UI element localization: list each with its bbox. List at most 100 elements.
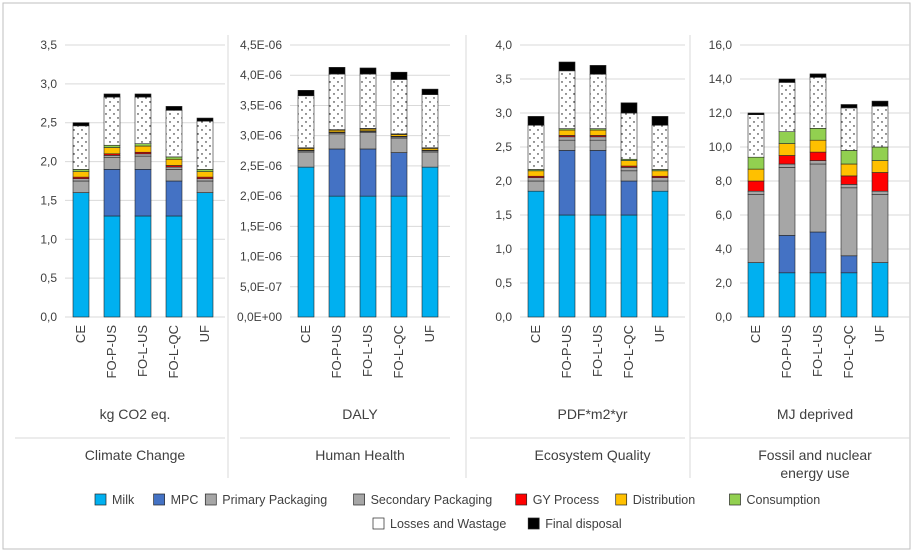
bar-segment-final-disposal bbox=[558, 61, 576, 72]
bar-segment-consumption bbox=[840, 150, 858, 165]
category-label: Fossil and nuclear energy use bbox=[758, 447, 872, 481]
legend-label: Consumption bbox=[747, 493, 821, 507]
y-tick-label: 1,0 bbox=[40, 232, 57, 246]
legend-swatch bbox=[515, 493, 528, 506]
bar-segment-losses-and-wastage bbox=[328, 73, 346, 130]
legend-swatch bbox=[353, 493, 365, 506]
bar-segment-losses-and-wastage bbox=[297, 95, 315, 149]
y-tick-label: 4,0E-06 bbox=[240, 68, 282, 82]
bar-segment-milk bbox=[390, 195, 408, 318]
legend-item: Milk bbox=[94, 493, 135, 507]
bar-segment-consumption bbox=[134, 143, 152, 147]
bar-segment-consumption bbox=[72, 169, 90, 172]
legend-swatch bbox=[153, 493, 165, 506]
x-tick-label: FO-L-QC bbox=[391, 325, 406, 378]
bar-segment-final-disposal bbox=[778, 78, 796, 83]
bar-CE bbox=[527, 116, 545, 318]
bar-segment-distribution bbox=[840, 163, 858, 177]
bar-segment-primary-packaging bbox=[871, 194, 889, 263]
bar-segment-mpc bbox=[390, 152, 408, 197]
bar-segment-final-disposal bbox=[165, 106, 183, 111]
bar-segment-distribution bbox=[72, 171, 90, 178]
bar-segment-gy-process bbox=[747, 180, 765, 192]
bar-segment-distribution bbox=[778, 143, 796, 156]
bar-FO-P-US bbox=[778, 78, 796, 318]
bar-segment-final-disposal bbox=[651, 116, 669, 126]
x-tick-label: UF bbox=[872, 325, 887, 342]
bar-segment-consumption bbox=[809, 128, 827, 141]
bar-segment-losses-and-wastage bbox=[620, 112, 638, 160]
bar-segment-secondary-packaging bbox=[840, 184, 858, 189]
bar-segment-losses-and-wastage bbox=[134, 96, 152, 144]
bar-segment-final-disposal bbox=[747, 112, 765, 115]
y-tick-label: 2,5 bbox=[40, 116, 57, 130]
x-tick-label: CE bbox=[298, 325, 313, 343]
bar-segment-losses-and-wastage bbox=[778, 82, 796, 133]
bar-segment-distribution bbox=[651, 170, 669, 177]
y-tick-label: 3,0E-06 bbox=[240, 129, 282, 143]
bar-segment-losses-and-wastage bbox=[747, 114, 765, 158]
bar-segment-mpc bbox=[589, 150, 607, 216]
y-tick-label: 2,5E-06 bbox=[240, 159, 282, 173]
bar-segment-secondary-packaging bbox=[134, 153, 152, 157]
bar-FO-L-US bbox=[359, 67, 377, 318]
y-tick-label: 8,0 bbox=[715, 174, 732, 188]
bar-segment-secondary-packaging bbox=[589, 136, 607, 141]
y-tick-label: 14,0 bbox=[709, 72, 733, 86]
bar-segment-distribution bbox=[809, 139, 827, 153]
bar-segment-milk bbox=[297, 166, 315, 318]
bar-segment-final-disposal bbox=[359, 67, 377, 75]
y-tick-label: 2,5 bbox=[495, 140, 512, 154]
bar-segment-primary-packaging bbox=[72, 180, 90, 193]
bar-segment-final-disposal bbox=[809, 73, 827, 78]
y-tick-label: 4,5E-06 bbox=[240, 38, 282, 52]
bar-segment-final-disposal bbox=[421, 88, 439, 95]
bar-UF bbox=[196, 117, 214, 318]
chart-panel-1: 0,0 0,5 1,0 1,5 2,0 2,5 3,0 3,5 CE FO-P-US FO-L-US… bbox=[15, 35, 229, 478]
bar-segment-primary-packaging bbox=[620, 170, 638, 182]
legend-label: Final disposal bbox=[545, 517, 621, 531]
x-tick-label: FO-L-US bbox=[590, 325, 605, 377]
bar-segment-consumption bbox=[103, 144, 121, 148]
legend-item: Secondary Packaging bbox=[353, 493, 492, 507]
y-tick-label: 4,0 bbox=[495, 38, 512, 52]
legend-item: Primary Packaging bbox=[204, 493, 327, 507]
bar-segment-gy-process bbox=[840, 175, 858, 185]
bar-segment-final-disposal bbox=[103, 93, 121, 98]
bar-segment-losses-and-wastage bbox=[809, 77, 827, 129]
category-label: Climate Change bbox=[85, 447, 186, 463]
bar-segment-final-disposal bbox=[390, 71, 408, 80]
legend-item: Consumption bbox=[729, 493, 821, 507]
bar-segment-distribution bbox=[620, 160, 638, 167]
bar-segment-final-disposal bbox=[871, 100, 889, 107]
bar-segment-milk bbox=[558, 214, 576, 318]
bar-segment-primary-packaging bbox=[103, 157, 121, 170]
bar-segment-milk bbox=[103, 215, 121, 318]
y-tick-label: 1,0 bbox=[495, 242, 512, 256]
bar-FO-L-QC bbox=[840, 104, 858, 318]
bar-segment-mpc bbox=[328, 148, 346, 197]
bar-segment-primary-packaging bbox=[297, 151, 315, 168]
bar-segment-secondary-packaging bbox=[747, 190, 765, 195]
bar-segment-milk bbox=[651, 190, 669, 318]
x-tick-label: CE bbox=[748, 325, 763, 343]
bar-segment-gy-process bbox=[778, 155, 796, 165]
bar-segment-milk bbox=[620, 214, 638, 318]
y-tick-label: 0,0 bbox=[715, 310, 732, 324]
bar-segment-primary-packaging bbox=[558, 139, 576, 151]
bar-segment-primary-packaging bbox=[359, 132, 377, 150]
y-tick-label: 3,5 bbox=[495, 72, 512, 86]
unit-label: MJ deprived bbox=[777, 406, 853, 422]
y-tick-label: 0,0 bbox=[40, 310, 57, 324]
bar-CE bbox=[297, 90, 315, 318]
bar-segment-losses-and-wastage bbox=[72, 125, 90, 170]
y-tick-label: 1,5 bbox=[40, 193, 57, 207]
y-tick-label: 1,0E-06 bbox=[240, 250, 282, 264]
bar-segment-primary-packaging bbox=[747, 194, 765, 263]
legend-item: Final disposal bbox=[527, 517, 622, 531]
bar-segment-primary-packaging bbox=[390, 137, 408, 153]
bar-segment-primary-packaging bbox=[527, 180, 545, 192]
x-tick-label: FO-P-US bbox=[559, 325, 574, 379]
bar-segment-mpc bbox=[359, 148, 377, 197]
